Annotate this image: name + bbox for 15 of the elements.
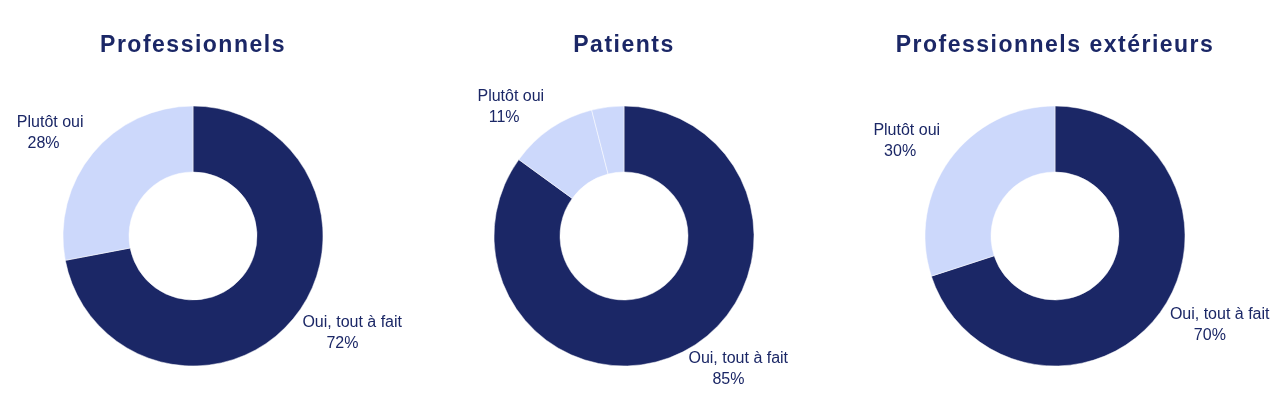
slice-label: Oui, tout à fait (302, 312, 403, 330)
slice-label: Plutôt oui (16, 113, 84, 131)
slice-label: Oui, tout à fait (1169, 305, 1271, 323)
slice-label: Oui, tout à fait (688, 348, 789, 366)
chart-title: Professionnels (100, 31, 286, 57)
slice-label: Plutôt oui (873, 120, 941, 138)
data-label: 11% (488, 107, 520, 125)
data-label: 70% (1193, 326, 1226, 344)
chart-title: Professionnels extérieurs (895, 31, 1215, 57)
slice-label: Plutôt oui (477, 86, 545, 104)
data-label: 30% (884, 141, 917, 159)
data-label: 85% (712, 369, 745, 387)
data-label: 72% (326, 333, 359, 351)
chart-title: Patients (573, 31, 675, 57)
data-label: 28% (27, 134, 60, 152)
